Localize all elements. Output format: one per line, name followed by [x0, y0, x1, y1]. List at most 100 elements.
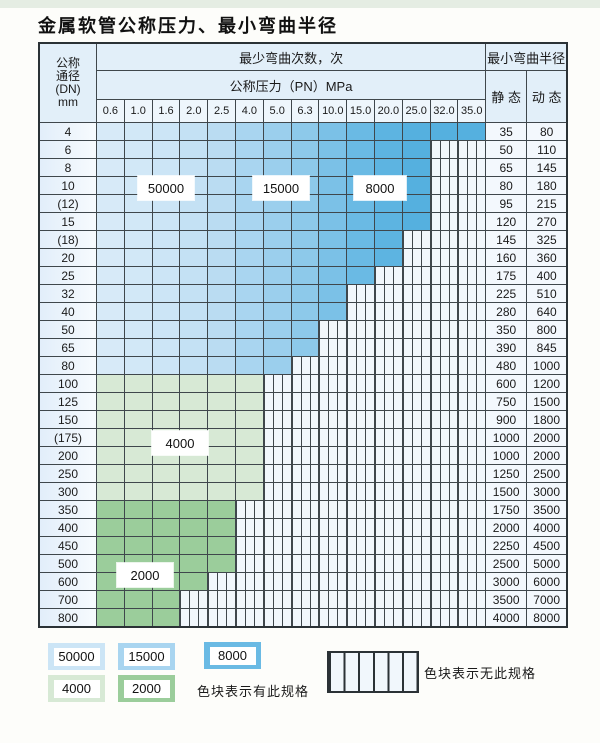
spec-cell-available [291, 123, 319, 140]
spec-cell-unavailable [319, 411, 347, 428]
spec-cell-available [208, 249, 235, 266]
spec-cell-unavailable [374, 591, 402, 608]
spec-cell-available [124, 519, 152, 536]
spec-cell-available [374, 213, 402, 230]
spec-cell-unavailable [402, 609, 430, 626]
spec-cell-available [97, 591, 124, 608]
static-radius-cell: 145 [486, 231, 527, 248]
spec-cell-unavailable [458, 339, 486, 356]
spec-cell-available [124, 249, 152, 266]
spec-cell-available [180, 267, 208, 284]
dn-cell: 32 [40, 285, 96, 302]
spec-cell-unavailable [374, 375, 402, 392]
spec-cell-available [208, 465, 235, 482]
spec-cell-unavailable [402, 303, 430, 320]
spec-cell-unavailable [374, 501, 402, 518]
spec-cell-unavailable [235, 519, 263, 536]
spec-cell-unavailable [374, 339, 402, 356]
spec-cell-available [152, 411, 180, 428]
spec-cell-unavailable [430, 483, 458, 500]
spec-cell-available [263, 267, 291, 284]
spec-cell-unavailable [374, 555, 402, 572]
spec-cell-available [319, 303, 347, 320]
static-radius-cell: 2500 [486, 555, 527, 572]
spec-cell-unavailable [402, 429, 430, 446]
spec-cell-available [374, 123, 402, 140]
spec-cell-unavailable [402, 357, 430, 374]
spec-cell-unavailable [319, 555, 347, 572]
spec-cell-available [152, 249, 180, 266]
spec-cell-available [347, 249, 374, 266]
spec-cell-unavailable [374, 537, 402, 554]
spec-cell-unavailable [291, 483, 319, 500]
static-radius-cell: 1000 [486, 429, 527, 446]
spec-cell-unavailable [458, 213, 486, 230]
spec-cell-unavailable [374, 465, 402, 482]
spec-cell-unavailable [430, 555, 458, 572]
spec-cell-unavailable [347, 501, 374, 518]
spec-cell-unavailable [263, 429, 291, 446]
spec-cell-unavailable [347, 555, 374, 572]
spec-cell-available [263, 231, 291, 248]
spec-cell-unavailable [430, 141, 458, 158]
spec-cell-unavailable [319, 609, 347, 626]
spec-cell-unavailable [430, 339, 458, 356]
static-header-cell: 静 态 [486, 71, 527, 122]
spec-cell-available [235, 231, 263, 248]
spec-cell-available [124, 591, 152, 608]
spec-cell-available [97, 339, 124, 356]
spec-cell-unavailable [291, 357, 319, 374]
spec-cell-available [180, 303, 208, 320]
spec-cell-available [97, 231, 124, 248]
spec-cell-unavailable [291, 375, 319, 392]
spec-cell-available [97, 177, 124, 194]
spec-cell-unavailable [402, 483, 430, 500]
dn-cell: 350 [40, 501, 96, 518]
static-radius-cell: 750 [486, 393, 527, 410]
spec-cell-available [319, 285, 347, 302]
spec-cell-unavailable [458, 285, 486, 302]
spec-cell-unavailable [430, 609, 458, 626]
spec-cell-available [319, 231, 347, 248]
static-radius-cell: 900 [486, 411, 527, 428]
spec-cell-available [235, 465, 263, 482]
spec-cell-unavailable [319, 321, 347, 338]
legend-swatch: 8000 [204, 642, 261, 669]
dn-cell: 4 [40, 123, 96, 140]
spec-cell-available [180, 375, 208, 392]
spec-cell-available [347, 267, 374, 284]
spec-cell-unavailable [430, 465, 458, 482]
spec-cell-available [402, 159, 430, 176]
spec-cell-available [97, 357, 124, 374]
spec-cell-available [124, 501, 152, 518]
spec-table: 公称 通径 (DN) mm 最少弯曲次数，次 最小弯曲半径 公称压力（PN）MPa 静 态动 … [38, 42, 569, 628]
dynamic-radius-cell: 325 [527, 231, 567, 248]
spec-cell-unavailable [402, 573, 430, 590]
spec-cell-available [152, 483, 180, 500]
spec-cell-available [180, 321, 208, 338]
spec-cell-available [263, 249, 291, 266]
spec-cell-unavailable [374, 573, 402, 590]
spec-cell-unavailable [458, 177, 486, 194]
spec-cell-available [319, 141, 347, 158]
spec-cell-unavailable [180, 591, 208, 608]
spec-cell-available [152, 537, 180, 554]
static-radius-cell: 175 [486, 267, 527, 284]
spec-cell-available [180, 339, 208, 356]
dn-cell: 300 [40, 483, 96, 500]
dn-header-line: (DN) [55, 82, 81, 96]
spec-cell-unavailable [430, 375, 458, 392]
spec-cell-available [180, 141, 208, 158]
spec-cell-unavailable [319, 339, 347, 356]
spec-cell-available [347, 123, 374, 140]
spec-cell-unavailable [430, 411, 458, 428]
spec-cell-available [208, 339, 235, 356]
spec-cell-available [97, 447, 124, 464]
dynamic-radius-cell: 510 [527, 285, 567, 302]
spec-cell-unavailable [458, 465, 486, 482]
spec-cell-available [97, 249, 124, 266]
spec-cell-unavailable [291, 555, 319, 572]
spec-cell-unavailable [347, 465, 374, 482]
static-radius-cell: 4000 [486, 609, 527, 626]
spec-cell-available [152, 231, 180, 248]
